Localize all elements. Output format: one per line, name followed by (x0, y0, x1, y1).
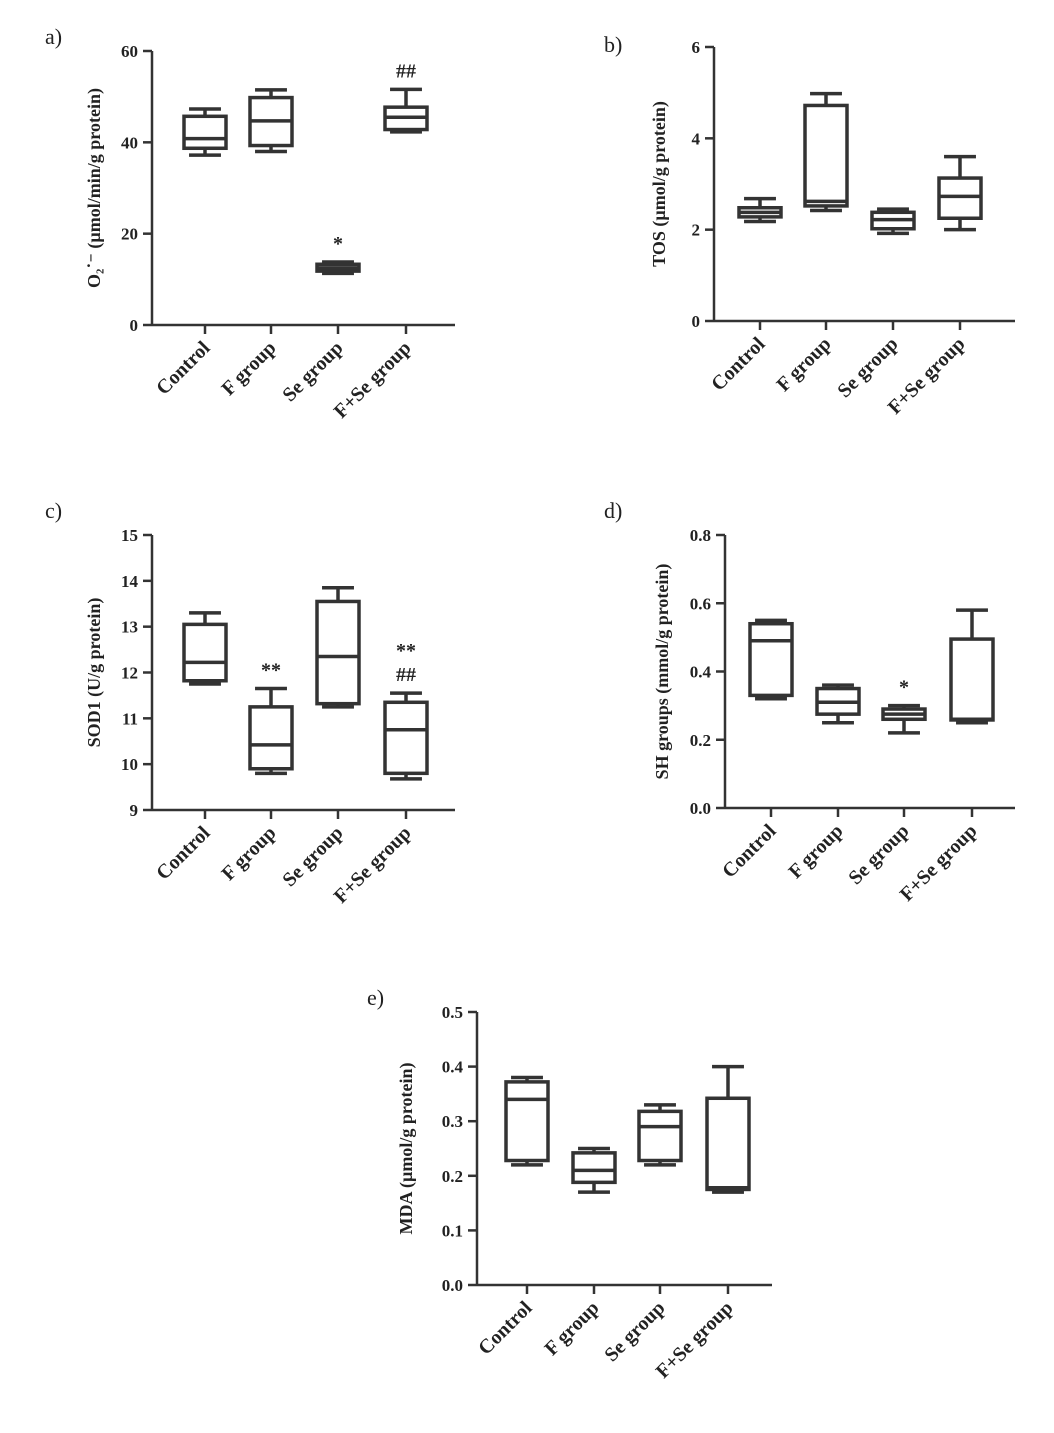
y-tick-label: 0.8 (690, 526, 711, 545)
significance-label: ## (396, 664, 416, 686)
box-0 (737, 196, 783, 224)
y-axis-label: SOD1 (U/g protein) (84, 598, 105, 748)
box-3 (937, 154, 983, 232)
y-tick-label: 0 (692, 312, 701, 331)
box-body (748, 621, 794, 698)
significance-label: ** (261, 660, 281, 682)
box-body (182, 622, 228, 683)
panel-d: d) SH groups (mmol/g protein) 0.0 0.2 0.4 0.6… (604, 498, 1015, 906)
box-3 (949, 608, 995, 725)
x-category-label: Se group (278, 822, 347, 891)
panel-label: e) (367, 985, 384, 1010)
y-tick-label: 0.0 (690, 799, 711, 818)
box-body (383, 700, 429, 776)
y-tick-label: 12 (121, 664, 138, 683)
box-2 (870, 207, 916, 236)
box-body (949, 637, 995, 722)
y-tick-label: 0.2 (690, 731, 711, 750)
y-tick-label: 0.3 (442, 1112, 463, 1131)
box-body (705, 1096, 751, 1192)
y-tick-label: 20 (121, 225, 138, 244)
y-tick-label: 0.6 (690, 594, 711, 613)
y-tick-label: 0.5 (442, 1003, 463, 1022)
y-tick-label: 60 (121, 42, 138, 61)
box-0 (182, 107, 228, 157)
box-0 (182, 611, 228, 686)
y-tick-label: 40 (121, 133, 138, 152)
y-tick-label: 0.0 (442, 1276, 463, 1295)
x-category-label: F group (772, 333, 835, 396)
y-tick-label: 0.2 (442, 1167, 463, 1186)
x-category-label: Control (474, 1297, 537, 1360)
y-tick-label: 2 (692, 221, 701, 240)
x-category-label: F group (540, 1297, 603, 1360)
significance-label: ## (396, 60, 416, 82)
panel-label: c) (45, 498, 62, 523)
x-category-label: Control (152, 822, 215, 885)
y-tick-label: 0.4 (690, 663, 712, 682)
box-2 (315, 260, 361, 276)
box-0 (504, 1075, 550, 1167)
y-tick-label: 0.4 (442, 1058, 464, 1077)
y-tick-label: 10 (121, 755, 138, 774)
x-category-label: Se group (600, 1297, 669, 1366)
box-1 (571, 1146, 617, 1194)
box-body (937, 176, 983, 221)
panel-a: a) O₂˙⁻ (µmol/min/g protein) 0 20 40 60 Contro… (45, 24, 455, 423)
box-2 (881, 703, 927, 735)
x-category-label: Se group (844, 820, 913, 889)
y-tick-label: 13 (121, 618, 138, 637)
y-tick-label: 0 (130, 316, 139, 335)
box-body (637, 1109, 683, 1163)
x-category-label: Control (707, 333, 770, 396)
box-3 (705, 1064, 751, 1194)
box-1 (248, 88, 294, 154)
box-1 (803, 91, 849, 213)
y-tick-label: 6 (692, 38, 701, 57)
box-3 (383, 691, 429, 781)
box-body (504, 1080, 550, 1163)
panel-b: b) TOS (µmol/g protein) 0 2 4 6 Control F group… (604, 32, 1015, 419)
y-tick-label: 4 (692, 129, 701, 148)
x-category-label: F group (217, 822, 280, 885)
y-axis-label: O₂˙⁻ (µmol/min/g protein) (84, 88, 105, 288)
significance-label: * (333, 233, 343, 255)
box-body (803, 103, 849, 208)
y-tick-label: 9 (130, 801, 139, 820)
box-1 (815, 683, 861, 725)
x-category-label: Se group (833, 333, 902, 402)
box-3 (383, 87, 429, 134)
significance-label: * (899, 677, 909, 699)
y-tick-label: 0.1 (442, 1221, 463, 1240)
x-category-label: Control (152, 337, 215, 400)
y-axis-label: SH groups (mmol/g protein) (652, 564, 673, 780)
panel-label: b) (604, 32, 622, 57)
panel-label: a) (45, 24, 62, 49)
box-0 (748, 618, 794, 701)
box-body (248, 705, 294, 771)
box-2 (315, 585, 361, 709)
panel-e: e) MDA (µmol/g protein) 0.0 0.1 0.2 0.3 0.4 0.5… (367, 985, 772, 1383)
box-1 (248, 686, 294, 776)
x-category-label: Se group (278, 337, 347, 406)
box-body (315, 599, 361, 706)
panel-c: c) SOD1 (U/g protein) 9 10 11 12 13 14 15 Control… (45, 498, 455, 908)
y-tick-label: 14 (121, 572, 139, 591)
x-category-label: F group (217, 337, 280, 400)
significance-label: ** (396, 640, 416, 662)
y-tick-label: 11 (122, 709, 138, 728)
box-2 (637, 1103, 683, 1167)
x-category-label: Control (718, 820, 781, 883)
panel-label: d) (604, 498, 622, 523)
x-category-label: F group (784, 820, 847, 883)
y-axis-label: TOS (µmol/g protein) (649, 101, 670, 267)
box-body (571, 1151, 617, 1185)
box-body (182, 114, 228, 151)
y-tick-label: 15 (121, 526, 138, 545)
y-axis-label: MDA (µmol/g protein) (396, 1062, 417, 1234)
